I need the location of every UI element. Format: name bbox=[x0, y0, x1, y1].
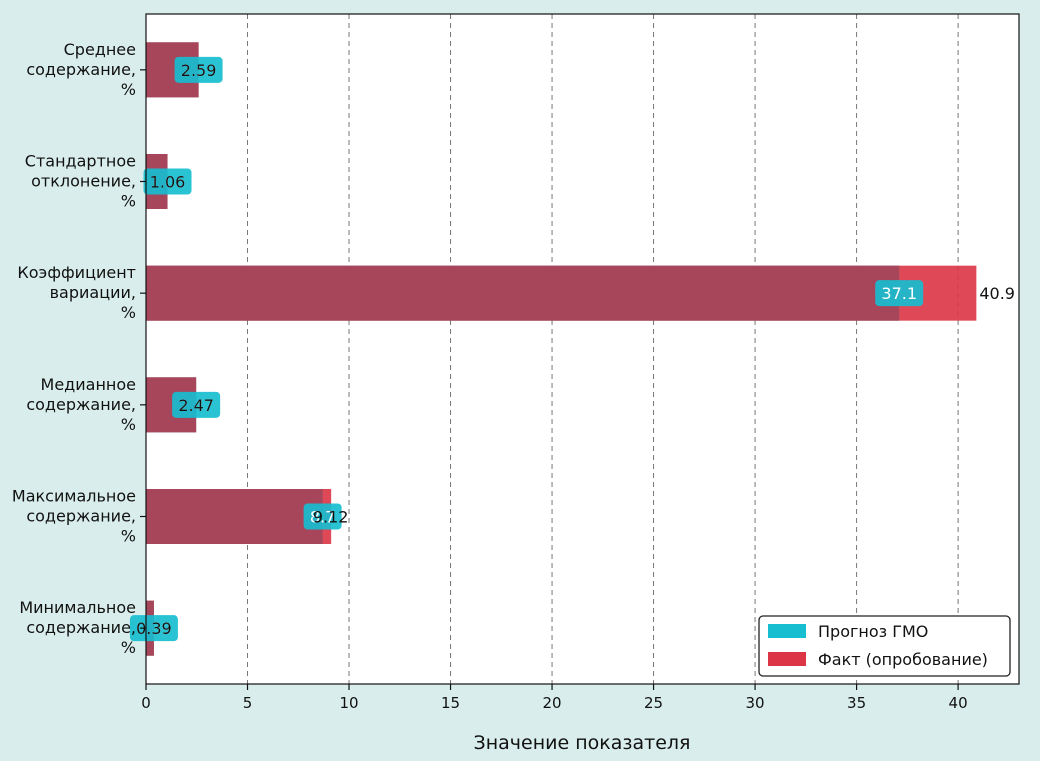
fact-value-label: 1.06 bbox=[150, 173, 186, 192]
forecast-label-box bbox=[303, 503, 342, 530]
plot-area bbox=[146, 14, 1019, 684]
forecast-label-box bbox=[129, 615, 178, 642]
plot-frame bbox=[145, 13, 1020, 685]
category-label-line: Стандартное bbox=[25, 152, 136, 171]
x-tick-label: 30 bbox=[746, 694, 765, 712]
category-label-line: вариации, bbox=[50, 283, 136, 302]
category-label: Максимальное содержание,% bbox=[12, 487, 136, 546]
category-label-line: Минимальное bbox=[19, 598, 136, 617]
category-label-line: содержание, bbox=[26, 60, 136, 79]
category-label-line: % bbox=[121, 638, 136, 657]
forecast-value-label: 8.7 bbox=[310, 508, 335, 527]
legend: Прогноз ГМО Факт (опробование) bbox=[758, 615, 1011, 677]
forecast-value-label: 1.06 bbox=[150, 173, 186, 192]
x-tick-label: 5 bbox=[243, 694, 253, 712]
category-label-line: % bbox=[121, 527, 136, 546]
forecast-label-box bbox=[172, 391, 221, 418]
legend-box bbox=[758, 615, 1011, 677]
category-label-line: содержание, bbox=[26, 507, 136, 526]
category-label-line: содержание, bbox=[26, 395, 136, 414]
x-tick-label: 15 bbox=[441, 694, 460, 712]
x-tick-label: 20 bbox=[542, 694, 561, 712]
x-tick-label: 0 bbox=[141, 694, 151, 712]
x-tick-label: 25 bbox=[644, 694, 663, 712]
x-tick-label: 10 bbox=[339, 694, 358, 712]
legend-label-fact: Факт (опробование) bbox=[818, 650, 988, 669]
legend-swatch-fact bbox=[768, 652, 806, 666]
forecast-value-label: 37.1 bbox=[881, 284, 917, 303]
fact-value-label: 2.47 bbox=[178, 396, 214, 415]
grid-lines bbox=[247, 14, 959, 684]
forecast-value-label: 0.39 bbox=[136, 619, 172, 638]
category-label: Медианное содержание,% bbox=[26, 375, 136, 434]
category-label-line: Среднее bbox=[64, 40, 136, 59]
bars bbox=[146, 42, 977, 656]
x-tick-label: 35 bbox=[847, 694, 866, 712]
category-label-line: % bbox=[121, 192, 136, 211]
forecast-value-label: 2.47 bbox=[178, 396, 214, 415]
category-label: Коэффициент вариации,% bbox=[17, 263, 136, 322]
category-label: Стандартное отклонение,% bbox=[25, 152, 136, 211]
fact-value-label: 9.12 bbox=[313, 508, 349, 527]
legend-label-forecast: Прогноз ГМО bbox=[818, 622, 928, 641]
fact-value-label: 40.9 bbox=[979, 284, 1015, 303]
category-label-line: содержание, bbox=[26, 618, 136, 637]
x-tick-label: 40 bbox=[949, 694, 968, 712]
x-axis-label: Значение показателя bbox=[474, 732, 691, 754]
forecast-label-box bbox=[174, 56, 223, 83]
fact-value-label: 0.39 bbox=[136, 619, 172, 638]
category-label-line: Максимальное bbox=[12, 487, 136, 506]
forecast-label-box bbox=[143, 168, 192, 195]
category-label-line: % bbox=[121, 80, 136, 99]
forecast-label-box bbox=[875, 280, 924, 307]
bar-overlap bbox=[146, 489, 323, 544]
category-label-line: % bbox=[121, 415, 136, 434]
category-label-line: отклонение, bbox=[31, 172, 136, 191]
bar-overlap bbox=[146, 265, 900, 321]
category-label: Минимальное содержание,% bbox=[19, 598, 136, 657]
legend-swatch-forecast bbox=[768, 624, 806, 638]
category-label-line: Медианное bbox=[41, 375, 136, 394]
category-label-line: % bbox=[121, 303, 136, 322]
category-label-line: Коэффициент bbox=[17, 263, 136, 282]
fact-value-label: 2.59 bbox=[181, 61, 217, 80]
category-label: Среднее содержание,% bbox=[26, 40, 136, 99]
forecast-value-label: 2.59 bbox=[181, 61, 217, 80]
